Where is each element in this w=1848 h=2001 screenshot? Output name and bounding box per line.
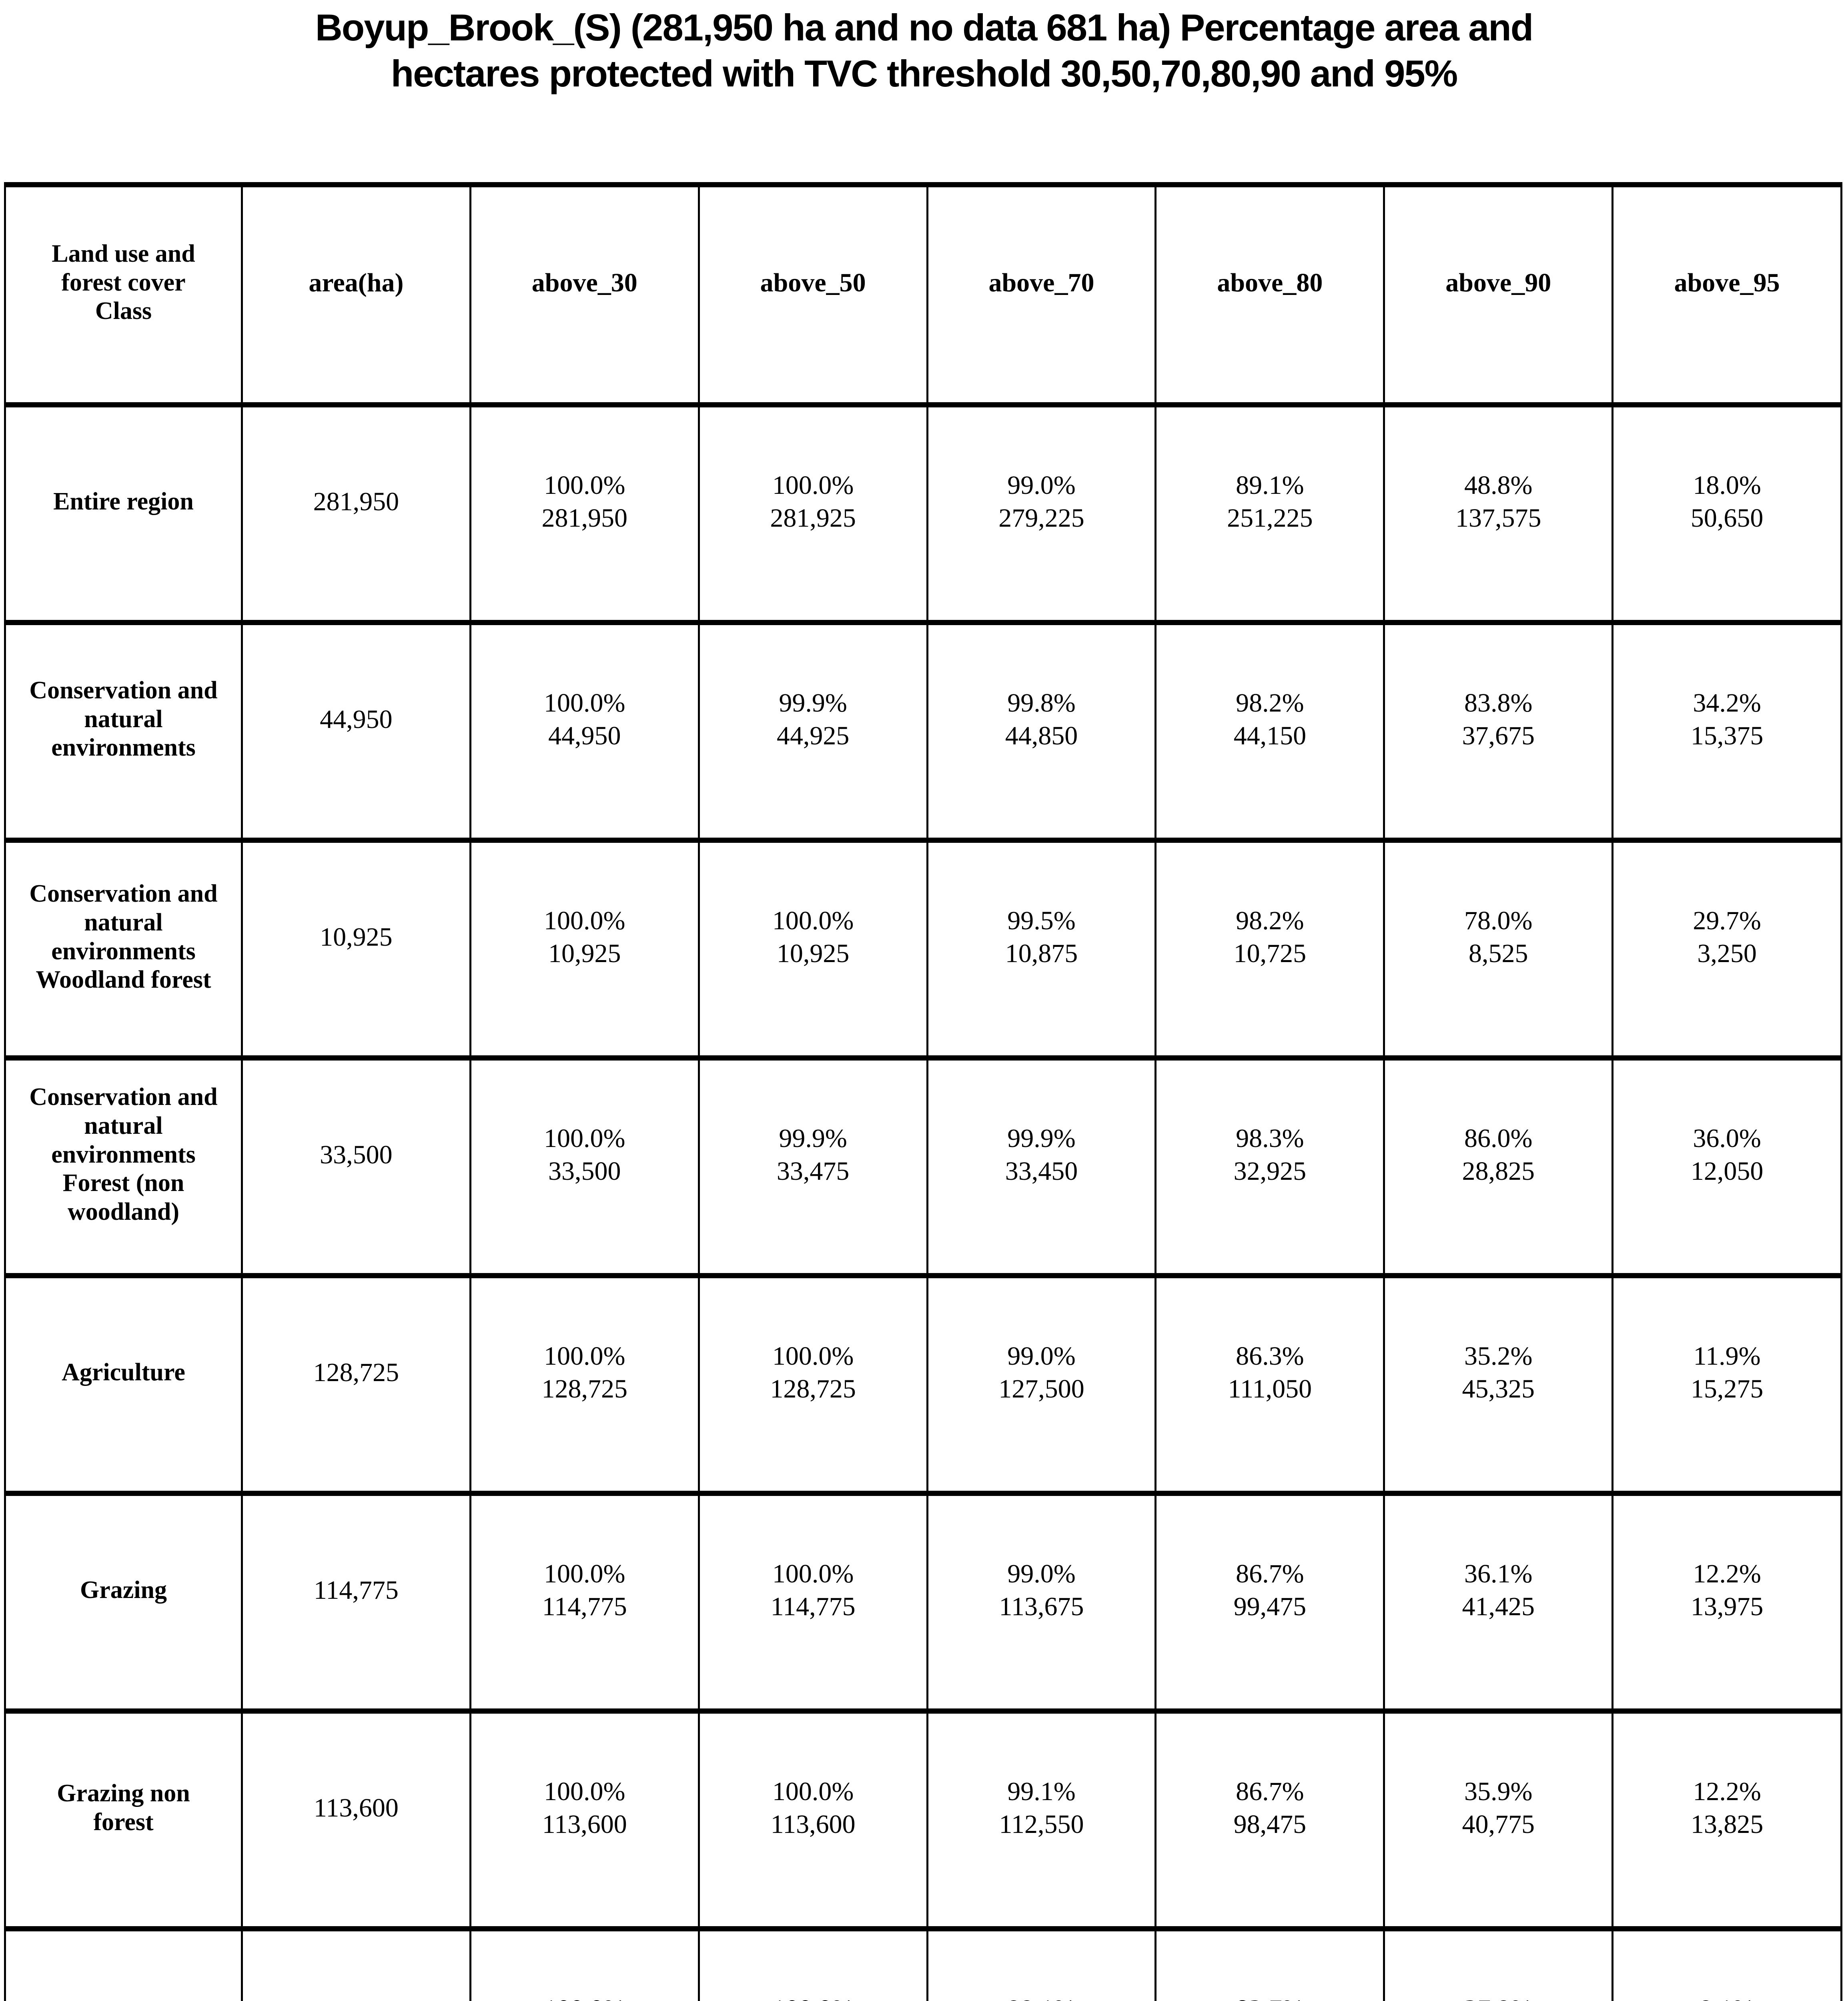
cell-class-label: Conservation and natural environments Fo… [4, 1055, 243, 1278]
cell-above-70: 99.8% 44,850 [926, 620, 1157, 843]
page-title-line1: Boyup_Brook_(S) (281,950 ha and no data … [315, 6, 1533, 48]
cell-above-90: 35.9% 40,775 [1383, 1708, 1614, 1931]
cell-above-50: 100.0% 128,725 [698, 1273, 928, 1496]
cell-above-50: 100.0% 281,925 [698, 402, 928, 625]
column-header-area-ha: area(ha) [241, 182, 471, 407]
cell-above-95: 18.0% 50,650 [1611, 402, 1842, 625]
table-row: Conservation and natural environments Fo… [4, 1055, 1842, 1278]
cell-above-80: 86.7% 99,475 [1154, 1491, 1385, 1714]
cell-above-30: 100.0%13,700 [469, 1926, 700, 2001]
table-row: Cropping13,700100.0%13,700100.0%13,70099… [4, 1926, 1842, 2001]
cell-above-90: 48.8% 137,575 [1383, 402, 1614, 625]
cell-above-90: 78.0% 8,525 [1383, 838, 1614, 1061]
cell-above-30: 100.0% 128,725 [469, 1273, 700, 1496]
page-title: Boyup_Brook_(S) (281,950 ha and no data … [0, 5, 1848, 96]
landuse-table-wrap: Land use and forest cover Class area(ha) a… [4, 182, 1842, 2001]
cell-above-70: 99.9% 33,450 [926, 1055, 1157, 1278]
cell-class-label: Conservation and natural environments [4, 620, 243, 843]
table-header-row: Land use and forest cover Class area(ha) a… [4, 182, 1842, 407]
cell-above-90: 27.9%3,825 [1383, 1926, 1614, 2001]
table-row: Grazing non forest 113,600 100.0% 113,600 10… [4, 1708, 1842, 1931]
cell-above-95: 12.2% 13,825 [1611, 1708, 1842, 1931]
cell-above-90: 86.0% 28,825 [1383, 1055, 1614, 1278]
cell-above-50: 100.0% 113,600 [698, 1708, 928, 1931]
cell-area-ha: 13,700 [241, 1926, 471, 2001]
cell-above-80: 98.3% 32,925 [1154, 1055, 1385, 1278]
cell-class-label: Grazing non forest [4, 1708, 243, 1931]
cell-above-70: 99.0% 113,675 [926, 1491, 1157, 1714]
page-title-line2: hectares protected with TVC threshold 30… [391, 52, 1458, 94]
cell-above-90: 83.8% 37,675 [1383, 620, 1614, 843]
column-header-land-use-and-forest-cover-class: Land use and forest cover Class [4, 182, 243, 407]
column-header-above-50: above_50 [698, 182, 928, 407]
table-row: Grazing 114,775 100.0% 114,775 100.0% 114,775… [4, 1491, 1842, 1714]
cell-above-70: 99.1%13,575 [926, 1926, 1157, 2001]
cell-above-90: 36.1% 41,425 [1383, 1491, 1614, 1714]
cell-above-80: 82.7%11,325 [1154, 1926, 1385, 2001]
cell-above-95: 12.2% 13,975 [1611, 1491, 1842, 1714]
cell-above-80: 98.2% 44,150 [1154, 620, 1385, 843]
cell-class-label: Conservation and natural environments Wo… [4, 838, 243, 1061]
table-row: Entire region 281,950 100.0% 281,950 100.0% 2… [4, 402, 1842, 625]
table-row: Conservation and natural environments Wo… [4, 838, 1842, 1061]
cell-above-50: 99.9% 44,925 [698, 620, 928, 843]
cell-above-80: 89.1% 251,225 [1154, 402, 1385, 625]
cell-above-30: 100.0% 113,600 [469, 1708, 700, 1931]
cell-above-80: 98.2% 10,725 [1154, 838, 1385, 1061]
cell-above-30: 100.0% 44,950 [469, 620, 700, 843]
cell-above-50: 100.0% 114,775 [698, 1491, 928, 1714]
cell-area-ha: 128,725 [241, 1273, 471, 1496]
cell-class-label: Agriculture [4, 1273, 243, 1496]
column-header-above-30: above_30 [469, 182, 700, 407]
cell-class-label: Entire region [4, 402, 243, 625]
cell-class-label: Grazing [4, 1491, 243, 1714]
cell-above-80: 86.3% 111,050 [1154, 1273, 1385, 1496]
column-header-above-95: above_95 [1611, 182, 1842, 407]
cell-above-95: 36.0% 12,050 [1611, 1055, 1842, 1278]
cell-above-30: 100.0% 114,775 [469, 1491, 700, 1714]
landuse-table: Land use and forest cover Class area(ha) a… [4, 182, 1842, 2001]
cell-area-ha: 44,950 [241, 620, 471, 843]
column-header-above-90: above_90 [1383, 182, 1614, 407]
cell-above-95: 34.2% 15,375 [1611, 620, 1842, 843]
cell-above-95: 9.1%1,250 [1611, 1926, 1842, 2001]
cell-class-label: Cropping [4, 1926, 243, 2001]
cell-above-80: 86.7% 98,475 [1154, 1708, 1385, 1931]
cell-above-95: 11.9% 15,275 [1611, 1273, 1842, 1496]
cell-above-50: 99.9% 33,475 [698, 1055, 928, 1278]
table-row: Agriculture 128,725 100.0% 128,725 100.0% 128… [4, 1273, 1842, 1496]
cell-above-70: 99.1% 112,550 [926, 1708, 1157, 1931]
cell-above-50: 100.0%13,700 [698, 1926, 928, 2001]
column-header-above-70: above_70 [926, 182, 1157, 407]
cell-above-90: 35.2% 45,325 [1383, 1273, 1614, 1496]
cell-area-ha: 10,925 [241, 838, 471, 1061]
cell-above-95: 29.7% 3,250 [1611, 838, 1842, 1061]
cell-above-50: 100.0% 10,925 [698, 838, 928, 1061]
cell-above-30: 100.0% 10,925 [469, 838, 700, 1061]
cell-area-ha: 33,500 [241, 1055, 471, 1278]
cell-above-70: 99.0% 127,500 [926, 1273, 1157, 1496]
cell-above-70: 99.5% 10,875 [926, 838, 1157, 1061]
cell-above-30: 100.0% 281,950 [469, 402, 700, 625]
cell-area-ha: 114,775 [241, 1491, 471, 1714]
cell-area-ha: 113,600 [241, 1708, 471, 1931]
cell-above-70: 99.0% 279,225 [926, 402, 1157, 625]
cell-area-ha: 281,950 [241, 402, 471, 625]
cell-above-30: 100.0% 33,500 [469, 1055, 700, 1278]
column-header-above-80: above_80 [1154, 182, 1385, 407]
table-row: Conservation and natural environments 44,… [4, 620, 1842, 843]
